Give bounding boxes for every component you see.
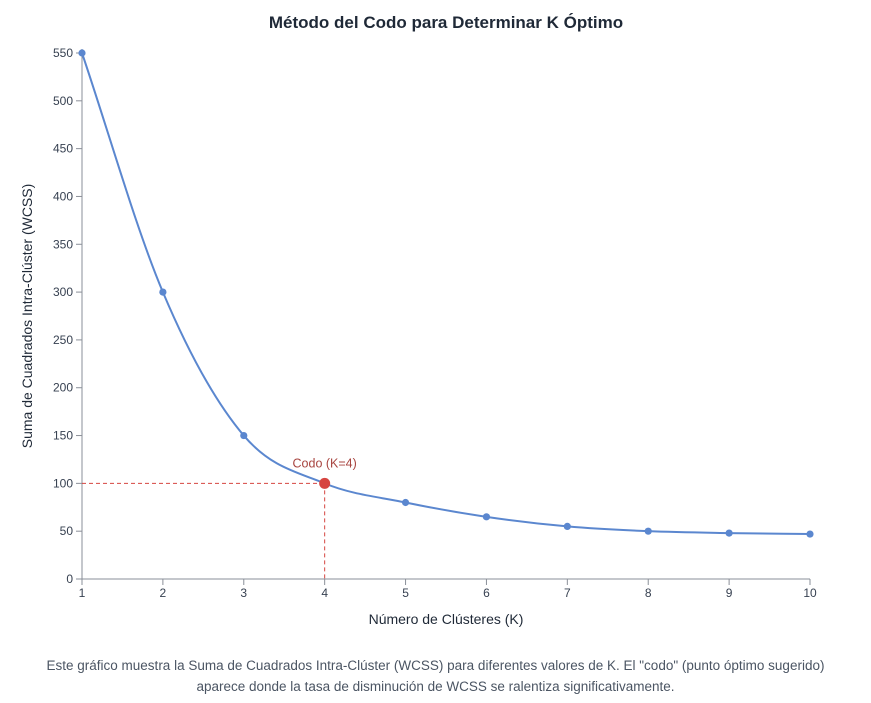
x-tick-label: 1 (79, 586, 86, 600)
x-tick-label: 10 (803, 586, 817, 600)
wcss-line (81, 52, 811, 536)
y-tick-label: 400 (53, 189, 73, 203)
y-tick-label: 250 (53, 333, 73, 347)
x-tick-label: 9 (726, 586, 733, 600)
data-point (644, 527, 652, 535)
x-tick-label: 8 (645, 586, 652, 600)
y-tick-label: 300 (53, 285, 73, 299)
data-point (806, 530, 814, 538)
data-point (401, 498, 410, 507)
x-axis-label: Número de Clústeres (K) (369, 611, 524, 627)
data-point (78, 49, 86, 57)
y-tick-label: 150 (53, 429, 73, 443)
y-tick-label: 500 (53, 94, 73, 108)
y-tick-label: 350 (53, 237, 73, 251)
x-tick-label: 7 (564, 586, 571, 600)
x-tick-label: 5 (402, 586, 409, 600)
y-axis-label: Suma de Cuadrados Intra-Clúster (WCSS) (19, 184, 35, 449)
data-point (159, 288, 167, 296)
x-tick-label: 6 (483, 586, 490, 600)
elbow-point (319, 477, 331, 489)
data-point (725, 529, 733, 537)
elbow-guides (82, 482, 326, 579)
y-tick-label: 450 (53, 142, 73, 156)
y-tick-label: 100 (53, 476, 73, 490)
data-point (240, 431, 248, 440)
x-tick-label: 3 (240, 586, 247, 600)
axes: 0 50 100 150 200 250 300 350 400 450 500 550 1 2 3 4 5 6 7… (53, 46, 817, 600)
y-tick-label: 200 (53, 381, 73, 395)
x-tick-label: 4 (321, 586, 328, 600)
data-points (78, 49, 814, 538)
x-tick-label: 2 (160, 586, 167, 600)
chart-title: Método del Codo para Determinar K Óptimo (269, 13, 623, 32)
data-point (482, 513, 491, 521)
elbow-annotation: Codo (K=4) (293, 456, 357, 470)
data-point (563, 522, 571, 531)
y-tick-label: 550 (53, 46, 73, 60)
y-tick-label: 0 (66, 572, 73, 586)
y-tick-label: 50 (60, 524, 74, 538)
elbow-chart: Método del Codo para Determinar K Óptimo… (19, 13, 817, 627)
chart-caption: Este gráfico muestra la Suma de Cuadrado… (46, 658, 825, 694)
